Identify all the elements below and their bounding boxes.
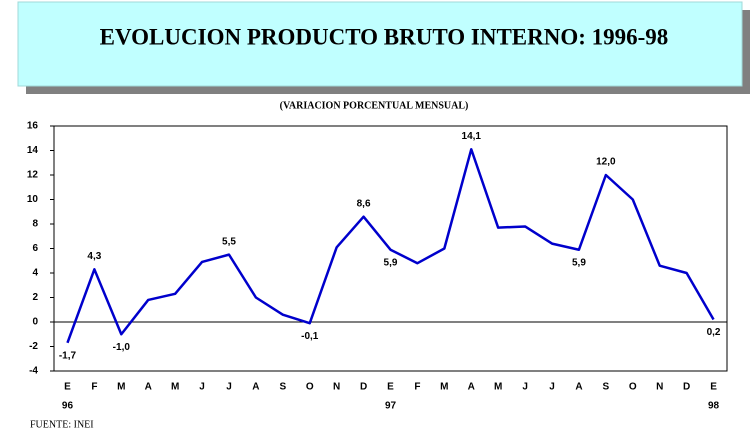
y-tick-label: 2	[32, 292, 38, 303]
data-label: 4,3	[87, 251, 101, 262]
data-label: -1,7	[59, 350, 77, 361]
year-label: 97	[385, 401, 397, 412]
x-tick-label: O	[629, 382, 637, 393]
x-tick-label: O	[306, 382, 314, 393]
chart-title: EVOLUCION PRODUCTO BRUTO INTERNO: 1996-9…	[100, 24, 669, 49]
x-tick-label: F	[91, 382, 97, 393]
x-tick-label: A	[575, 382, 582, 393]
data-label: 14,1	[462, 131, 482, 142]
x-tick-label: F	[414, 382, 420, 393]
chart-subtitle: (VARIACION PORCENTUAL MENSUAL)	[280, 100, 469, 111]
y-tick-label: 8	[32, 219, 38, 230]
x-tick-label: N	[656, 382, 663, 393]
data-label: 5,9	[384, 257, 398, 268]
y-tick-label: -2	[29, 341, 38, 352]
x-tick-label: N	[333, 382, 340, 393]
x-tick-label: A	[468, 382, 475, 393]
x-tick-label: J	[522, 382, 528, 393]
data-label: -1,0	[113, 342, 131, 353]
data-label: -0,1	[301, 331, 319, 342]
year-label: 96	[62, 401, 74, 412]
data-label: 12,0	[596, 157, 616, 168]
x-tick-label: J	[199, 382, 205, 393]
x-tick-label: J	[549, 382, 555, 393]
y-tick-label: 4	[32, 268, 38, 279]
data-label: 0,2	[707, 327, 721, 338]
data-label: 5,5	[222, 236, 236, 247]
x-tick-label: S	[279, 382, 286, 393]
x-tick-label: A	[252, 382, 259, 393]
x-tick-label: D	[360, 382, 367, 393]
y-tick-label: 14	[27, 145, 39, 156]
x-tick-label: E	[710, 382, 717, 393]
x-tick-label: M	[440, 382, 448, 393]
data-label: 8,6	[357, 198, 371, 209]
y-tick-label: 12	[27, 170, 39, 181]
x-tick-label: D	[683, 382, 690, 393]
x-tick-label: A	[145, 382, 152, 393]
x-tick-label: M	[171, 382, 179, 393]
y-tick-label: 6	[32, 243, 38, 254]
y-tick-label: 16	[27, 121, 39, 132]
source-note: FUENTE: INEI	[30, 419, 94, 430]
x-tick-label: E	[64, 382, 71, 393]
y-tick-label: -4	[29, 366, 38, 377]
x-tick-label: S	[603, 382, 610, 393]
x-tick-label: M	[494, 382, 502, 393]
data-label: 5,9	[572, 257, 586, 268]
x-tick-label: J	[226, 382, 232, 393]
y-tick-label: 0	[32, 317, 38, 328]
x-tick-label: E	[387, 382, 394, 393]
x-tick-label: M	[117, 382, 125, 393]
y-tick-label: 10	[27, 194, 39, 205]
title-box	[17, 1, 743, 87]
data-line	[66, 148, 715, 344]
year-label: 98	[708, 401, 720, 412]
